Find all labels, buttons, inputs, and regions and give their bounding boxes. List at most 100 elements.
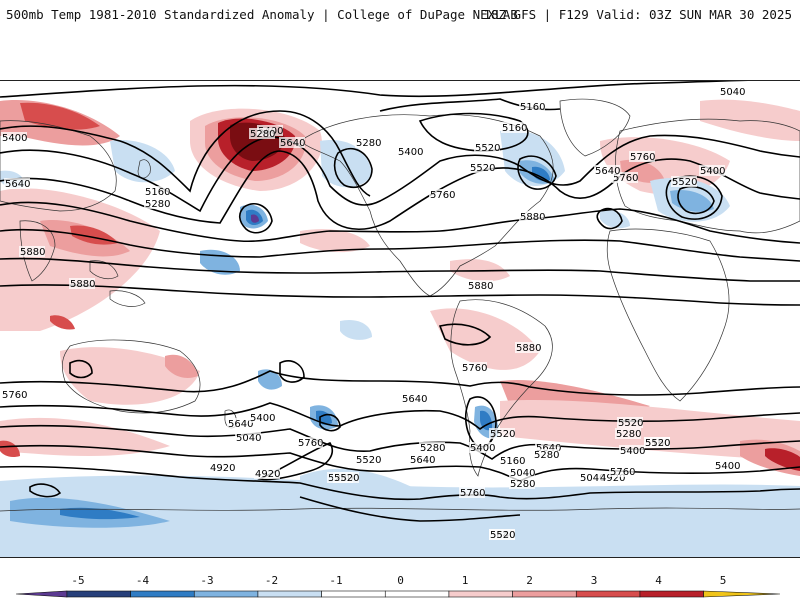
height-contour: [438, 323, 492, 346]
colorbar-cell: [66, 590, 131, 598]
contour-label: 5520: [475, 143, 500, 154]
contour-label-bg: [579, 472, 605, 483]
contour-label: 5760: [462, 363, 487, 374]
colorbar-canvas: -5 -4 -3 -2 -1 0 1 2 3 4 5: [15, 574, 781, 598]
anomaly-area: [0, 188, 160, 331]
contour-label-bg: [469, 442, 495, 453]
height-contour: [0, 444, 800, 482]
contour-label-bg: [533, 449, 559, 460]
contour-label: 4920: [600, 473, 625, 484]
contour-label-bg: [671, 176, 697, 187]
height-contour: [677, 185, 715, 215]
header: 500mb Temp 1981-2010 Standardized Anomal…: [0, 0, 800, 30]
contour-label-bg: [499, 455, 525, 466]
colorbar-tick-label: -5: [71, 574, 84, 587]
contour-label: 5880: [520, 212, 545, 223]
contour-label: 5280: [356, 138, 381, 149]
contour-label-bg: [144, 198, 170, 209]
contour-label-bg: [612, 172, 638, 183]
colorbar-tick-label: 0: [397, 574, 404, 587]
anomaly-area: [765, 448, 800, 471]
height-contour: [0, 257, 800, 282]
contour-label: 5280: [510, 479, 535, 490]
contour-label-bg: [209, 462, 235, 473]
height-contour: [0, 150, 800, 230]
contour-label-bg: [509, 467, 535, 478]
colorbar-cell: [512, 590, 577, 598]
contour-label: 5520: [470, 163, 495, 174]
contour-label: 5400: [398, 147, 423, 158]
contour-label-bg: [4, 178, 30, 189]
contour-label-bg: [249, 412, 275, 423]
contour-label-bg: [429, 189, 455, 200]
contour-label-bg: [254, 468, 280, 479]
height-contour: [319, 413, 341, 432]
contour-label: 5280: [250, 129, 275, 140]
contour-label-bg: [719, 86, 745, 97]
contour-label: 5520: [490, 429, 515, 440]
colorbar-cell: [384, 590, 450, 598]
height-contour: [0, 402, 800, 431]
coastline: [615, 118, 800, 234]
height-contour: [665, 175, 723, 220]
height-contour: [517, 155, 557, 190]
coastline: [450, 299, 553, 477]
contour-label: 5760: [2, 390, 27, 401]
contour-label-bg: [474, 142, 500, 153]
anomaly-area: [251, 214, 259, 223]
contour-label-bg: [617, 417, 643, 428]
anomaly-area: [50, 315, 75, 330]
contour-label: 5400: [620, 446, 645, 457]
contour-label-bg: [297, 437, 323, 448]
contour-label: 5160: [502, 123, 527, 134]
contour-label-bg: [409, 454, 435, 465]
colorbar-cell: [130, 590, 195, 598]
colorbar-tick-label: -4: [136, 574, 150, 587]
anomaly-area: [20, 102, 100, 130]
contour-label: 5280: [534, 450, 559, 461]
contour-label: 5520: [356, 455, 381, 466]
contour-label: 5640: [228, 419, 253, 430]
height-contour: [0, 465, 800, 501]
contour-label-bg: [619, 445, 645, 456]
anomaly-area: [0, 440, 20, 458]
coastline: [0, 507, 800, 512]
colorbar-cell: [639, 590, 704, 598]
contour-label-bg: [144, 186, 170, 197]
contour-label: 5040: [510, 468, 535, 479]
contour-label: 5880: [468, 281, 493, 292]
colorbar-cell: [257, 590, 322, 598]
contour-label-bg: [397, 146, 423, 157]
contour-label-bg: [469, 162, 495, 173]
contour-label: 5640: [410, 455, 435, 466]
contour-label: 5520: [618, 418, 643, 429]
contour-label-bg: [1, 132, 27, 143]
contour-label-bg: [1, 389, 27, 400]
contour-label: 5880: [516, 343, 541, 354]
contour-label: 5760: [430, 190, 455, 201]
map-canvas: 5040516051605280540054005520564054005280…: [0, 81, 800, 557]
height-contour: [0, 201, 800, 244]
contour-label-bg: [714, 460, 740, 471]
contour-label: 5880: [70, 279, 95, 290]
contour-label-bg: [535, 442, 561, 453]
map-title: 500mb Temp 1981-2010 Standardized Anomal…: [6, 7, 518, 22]
contour-label: 5760: [613, 173, 638, 184]
colorbar-tick-label: -3: [200, 574, 213, 587]
anomaly-area: [0, 475, 800, 557]
colorbar-cell: [575, 590, 641, 598]
height-contour: [238, 203, 273, 234]
height-contour: [0, 284, 800, 306]
contour-label: 5880: [20, 247, 45, 258]
contour-label-bg: [227, 418, 253, 429]
anomaly-area: [300, 229, 370, 253]
contour-label-bg: [644, 437, 670, 448]
contour-label-bg: [519, 211, 545, 222]
anomaly-area: [600, 209, 630, 229]
contour-label: 5640: [402, 394, 427, 405]
anomaly-area: [480, 410, 493, 431]
contour-label-bg: [629, 151, 655, 162]
anomaly-area: [165, 354, 198, 378]
contour-label-bg: [355, 137, 381, 148]
contour-label: 5640: [5, 179, 30, 190]
